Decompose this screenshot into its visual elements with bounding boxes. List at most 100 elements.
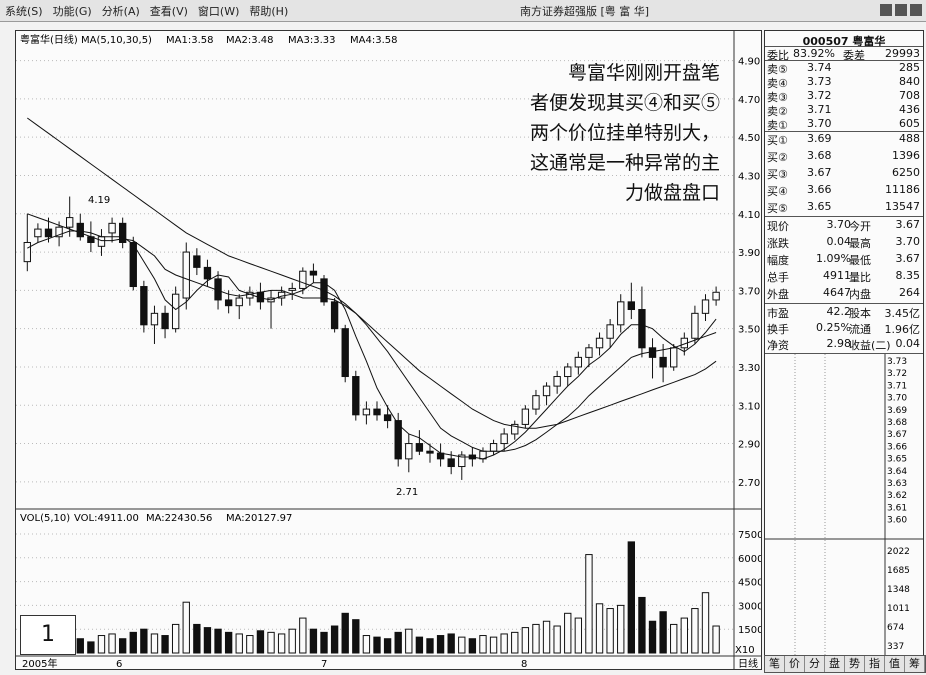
mini-volume-tick: 1348 [887, 585, 910, 595]
x-label-july: 7 [321, 659, 327, 669]
volume-bar [246, 635, 254, 654]
volume-bar [373, 636, 381, 654]
volume-bar [712, 625, 720, 654]
candle-body [712, 291, 720, 301]
buy-level-volume: 1396 [892, 149, 920, 162]
candle-body [224, 299, 233, 307]
menu-function[interactable]: 功能(G) [52, 4, 92, 18]
candle-body [447, 458, 455, 468]
volume-bar [330, 625, 339, 654]
bottom-tab[interactable]: 势 [845, 656, 865, 672]
volume-bar [320, 631, 328, 654]
price-tick-label: 4.70 [738, 95, 760, 106]
maximize-icon[interactable] [895, 4, 907, 16]
buy-level-price: 3.66 [807, 183, 832, 196]
fundamental-stat-l1: 市盈 [767, 307, 789, 320]
candle-body [638, 309, 646, 349]
volume-bar [256, 630, 265, 654]
candle-body [330, 301, 339, 330]
price-tick-label: 4.10 [738, 210, 760, 221]
quote-stat-l2: 最低 [849, 254, 871, 267]
quote-panel: 000507 粤富华 委比 83.92% 委差 29993 卖⑤ 3.74 285 卖… [764, 30, 924, 670]
fundamental-stat-v1: 0.25% [816, 321, 851, 334]
volume-bar [171, 623, 180, 654]
bottom-tab[interactable]: 盘 [825, 656, 845, 672]
volume-bar [129, 631, 137, 654]
sell-level-price: 3.71 [807, 103, 832, 116]
candle-body [118, 222, 127, 243]
quote-stat-l1: 现价 [767, 220, 789, 233]
quote-stat-l2: 内盘 [849, 288, 871, 301]
sell-level-price: 3.70 [807, 117, 832, 130]
candle-body [627, 301, 636, 311]
candle-body [299, 270, 307, 289]
candle-body [44, 228, 53, 238]
price-tick-label: 3.10 [738, 401, 760, 412]
mini-price-tick: 3.64 [887, 467, 907, 477]
volume-bar [193, 623, 201, 654]
volume-bar [574, 617, 583, 654]
candle-body [405, 443, 413, 460]
volume-bar [288, 628, 296, 654]
bottom-tab[interactable]: 价 [785, 656, 805, 672]
candle-body [373, 408, 381, 416]
volume-bar [182, 601, 190, 654]
price-tick-label: 4.30 [738, 171, 760, 182]
volume-bar [585, 554, 593, 654]
mini-volume-tick: 674 [887, 623, 904, 633]
quote-stat-v2: 3.67 [895, 252, 921, 265]
bottom-tab[interactable]: 值 [885, 656, 905, 672]
price-tick-label: 4.90 [738, 57, 760, 68]
candle-body [76, 222, 84, 238]
menu-system[interactable]: 系统(S) [5, 4, 43, 18]
candle-body [489, 443, 498, 452]
buy-level-label: 买② [767, 151, 788, 164]
quote-stat-v1: 1.09% [816, 252, 851, 265]
moving-average-line [27, 230, 717, 460]
chart-header: 粤富华(日线) MA(5,10,30,5) [20, 33, 152, 46]
fundamental-stat-l2: 收益(二) [849, 339, 891, 352]
candle-body [182, 251, 190, 299]
quote-stat-l1: 总手 [767, 271, 789, 284]
volume-bar [108, 633, 116, 654]
bottom-tab[interactable]: 指 [865, 656, 885, 672]
candle-body [659, 356, 667, 368]
quote-stat-v1: 4647 [823, 286, 851, 299]
menu-view[interactable]: 查看(V) [149, 4, 188, 18]
buy-level-volume: 13547 [885, 200, 920, 213]
volume-bar [542, 620, 551, 654]
volume-bar [140, 628, 148, 654]
bottom-tab[interactable]: 笔 [765, 656, 785, 672]
volume-tick-label: 6000 [738, 554, 761, 565]
bottom-tab[interactable]: 筹 [905, 656, 925, 672]
fundamental-stat-v1: 2.98 [826, 337, 852, 350]
volume-bar [701, 592, 710, 654]
menu-bar: 系统(S) 功能(G) 分析(A) 查看(V) 窗口(W) 帮助(H) [0, 0, 926, 22]
menu-analysis[interactable]: 分析(A) [101, 4, 140, 18]
close-icon[interactable] [910, 4, 922, 16]
candle-body [691, 312, 699, 339]
minimize-icon[interactable] [880, 4, 892, 16]
kline-chart[interactable]: 粤富华(日线) MA(5,10,30,5) MA1:3.58 MA2:3.48 … [15, 30, 763, 670]
menu-help[interactable]: 帮助(H) [249, 4, 289, 18]
annotation-line: 两个价位挂单特别大， [529, 122, 720, 144]
volume-bar [489, 636, 498, 654]
vol-ma1: MA:22430.56 [146, 513, 212, 524]
x-label-june: 6 [116, 659, 122, 669]
mini-volume-tick: 337 [887, 642, 904, 652]
bottom-tab[interactable]: 分 [805, 656, 825, 672]
mini-price-tick: 3.73 [887, 357, 907, 367]
volume-bar [447, 633, 455, 654]
fundamental-stat-v2: 0.04 [895, 337, 921, 350]
candle-body [574, 356, 583, 368]
quote-stat-l2: 今开 [849, 220, 871, 233]
volume-bar [341, 612, 349, 654]
price-tick-label: 3.30 [738, 363, 760, 374]
kline-svg: 粤富华(日线) MA(5,10,30,5) MA1:3.58 MA2:3.48 … [16, 31, 763, 670]
quote-stat-l2: 最高 [849, 237, 871, 250]
candle-body [193, 255, 201, 268]
buy-level-label: 买④ [767, 185, 788, 198]
quote-stat-l1: 外盘 [767, 288, 789, 301]
candle-body [161, 312, 169, 330]
menu-window[interactable]: 窗口(W) [197, 4, 240, 18]
